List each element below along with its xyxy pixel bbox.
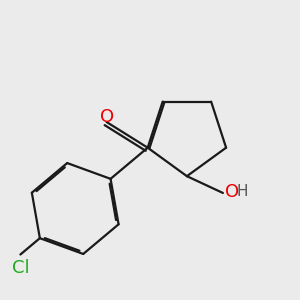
Text: H: H bbox=[237, 184, 248, 199]
Text: Cl: Cl bbox=[12, 259, 29, 277]
Text: O: O bbox=[100, 108, 114, 126]
Text: O: O bbox=[225, 183, 239, 201]
